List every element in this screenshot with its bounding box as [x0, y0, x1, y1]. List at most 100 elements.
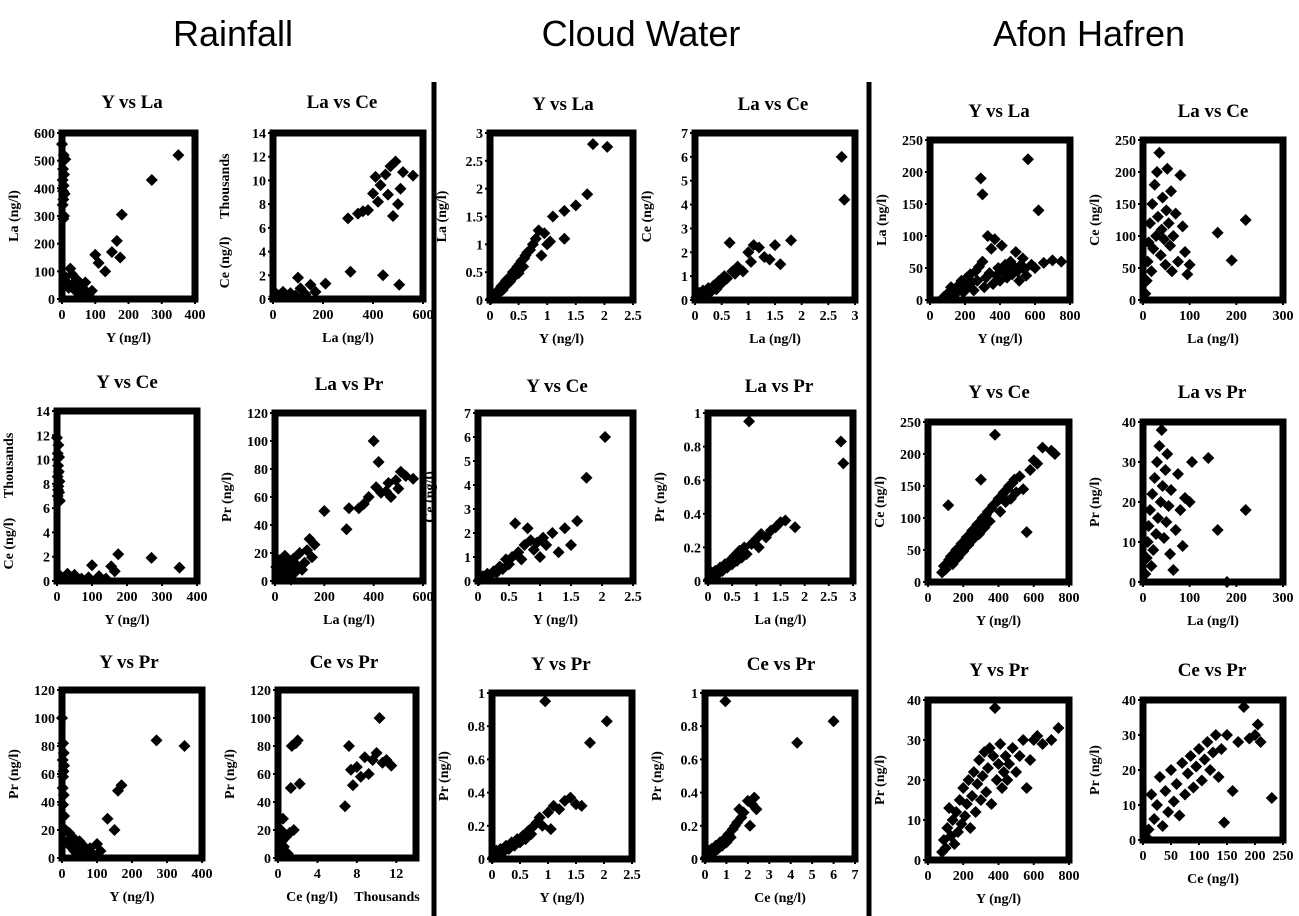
- data-point: [1209, 729, 1222, 741]
- data-point: [1160, 204, 1173, 217]
- data-point: [553, 803, 566, 816]
- y-axis-label: La (ng/l): [435, 190, 450, 242]
- plot-frame: [53, 407, 201, 585]
- data-point: [1151, 456, 1163, 468]
- data-point: [737, 806, 750, 819]
- y-tick-label: 100: [34, 712, 55, 727]
- data-point: [948, 838, 961, 850]
- data-point: [1032, 204, 1045, 217]
- y-tick-label: 4: [259, 246, 266, 261]
- data-point: [1251, 718, 1264, 731]
- y-tick-label: 2: [259, 269, 266, 284]
- data-point: [540, 539, 553, 551]
- data-point: [962, 774, 975, 786]
- y-axis-label: Ce (ng/l): [1088, 194, 1103, 246]
- y-tick-label: 1.5: [466, 211, 484, 226]
- x-tick-label: 200: [117, 590, 138, 605]
- data-point: [1142, 823, 1155, 836]
- data-point: [569, 199, 582, 212]
- data-point: [1212, 771, 1225, 783]
- data-point: [1161, 448, 1174, 460]
- chart-title: La vs Pr: [1178, 382, 1247, 403]
- y-tick-label: 0: [914, 854, 921, 869]
- y-tick-label: 10: [1122, 799, 1136, 814]
- data-point: [1176, 757, 1189, 769]
- data-point: [1013, 274, 1026, 287]
- data-point: [785, 234, 797, 247]
- data-point: [992, 758, 1005, 770]
- chart-hafren-la-pr: La vs Pr 0 100 200 300 0 10 20 30 40 La (ng/l) Pr (…: [1088, 382, 1294, 629]
- y-tick-label: 12: [252, 151, 266, 166]
- x-tick-label: 400: [363, 590, 384, 605]
- y-tick-label: 400: [34, 182, 55, 197]
- data-point: [1198, 753, 1211, 766]
- y-tick-label: 150: [902, 198, 923, 213]
- data-point: [1029, 262, 1041, 274]
- y-tick-label: 100: [1115, 230, 1136, 245]
- chart-hafren-y-ce: Y vs Ce 0 200 400 600 800 0 50 100 150 200 250 Y (ng…: [873, 382, 1080, 629]
- data-point: [1009, 246, 1022, 258]
- data-point: [827, 715, 840, 728]
- data-point: [535, 249, 548, 262]
- data-point: [350, 761, 363, 773]
- x-axis-label: Y (ng/l): [540, 891, 585, 906]
- y-tick-label: 0.2: [684, 541, 702, 556]
- data-point: [1215, 743, 1228, 755]
- x-tick-label: 3: [766, 868, 773, 883]
- x-tick-label: 2: [601, 309, 608, 324]
- y-tick-label: 5: [681, 175, 688, 190]
- y-tick-label: 3: [681, 222, 688, 237]
- data-point: [985, 242, 998, 255]
- x-axis-label: La (ng/l): [323, 613, 375, 628]
- data-point: [985, 798, 998, 810]
- data-point: [1017, 483, 1030, 496]
- y-tick-label: 1: [478, 687, 485, 702]
- chart-rain-y-pr: Y vs Pr 0 100 200 300 400 0 20 40 60 80 100 120 Y (ng…: [7, 652, 213, 905]
- x-tick-label: 100: [85, 308, 106, 323]
- y-tick-label: 30: [907, 734, 921, 749]
- data-point: [173, 561, 186, 574]
- data-point: [306, 551, 318, 564]
- x-tick-label: 400: [185, 308, 206, 323]
- data-point: [601, 140, 614, 153]
- data-point: [763, 253, 776, 266]
- x-axis-label: La (ng/l): [1187, 332, 1239, 347]
- chart-title: Y vs La: [968, 101, 1030, 122]
- x-tick-label: 0: [925, 591, 932, 606]
- data-point: [1184, 750, 1197, 762]
- y-tick-label: 120: [34, 684, 55, 699]
- data-point: [1145, 788, 1158, 801]
- data-point: [1169, 524, 1182, 536]
- data-point: [58, 810, 71, 822]
- chart-rain-y-ce: Y vs Ce 0 100 200 300 400 0 2 4 6 8 10 12 14 Y (ng/l) C…: [2, 372, 208, 628]
- data-point: [1147, 544, 1160, 556]
- x-tick-label: 0: [59, 308, 66, 323]
- chart-title: Ce vs Pr: [310, 652, 379, 673]
- x-tick-label: 1.5: [766, 309, 784, 324]
- x-axis-label: Y (ng/l): [110, 890, 155, 905]
- x-tick-label: 0: [927, 309, 934, 324]
- data-point: [1024, 464, 1037, 476]
- data-point: [1193, 743, 1205, 755]
- chart-title: La vs Ce: [738, 94, 809, 115]
- x-tick-label: 300: [1273, 309, 1294, 324]
- y-tick-label: 20: [257, 824, 271, 839]
- chart-title: La vs Ce: [1178, 101, 1249, 122]
- x-tick-label: 0: [270, 308, 277, 323]
- data-point: [1169, 207, 1182, 220]
- data-point: [1226, 785, 1239, 797]
- x-tick-label: 0.5: [723, 590, 741, 605]
- data-point: [743, 415, 756, 428]
- data-point: [110, 234, 123, 247]
- data-point: [114, 251, 127, 264]
- data-point: [584, 736, 596, 749]
- y-tick-label: 0: [264, 852, 271, 867]
- data-point: [385, 759, 398, 772]
- x-tick-label: 250: [1273, 849, 1294, 864]
- x-tick-label: 300: [1273, 591, 1294, 606]
- data-point: [1221, 729, 1233, 741]
- data-point: [974, 172, 987, 185]
- y-tick-label: 0.2: [468, 820, 486, 835]
- data-point: [959, 810, 972, 822]
